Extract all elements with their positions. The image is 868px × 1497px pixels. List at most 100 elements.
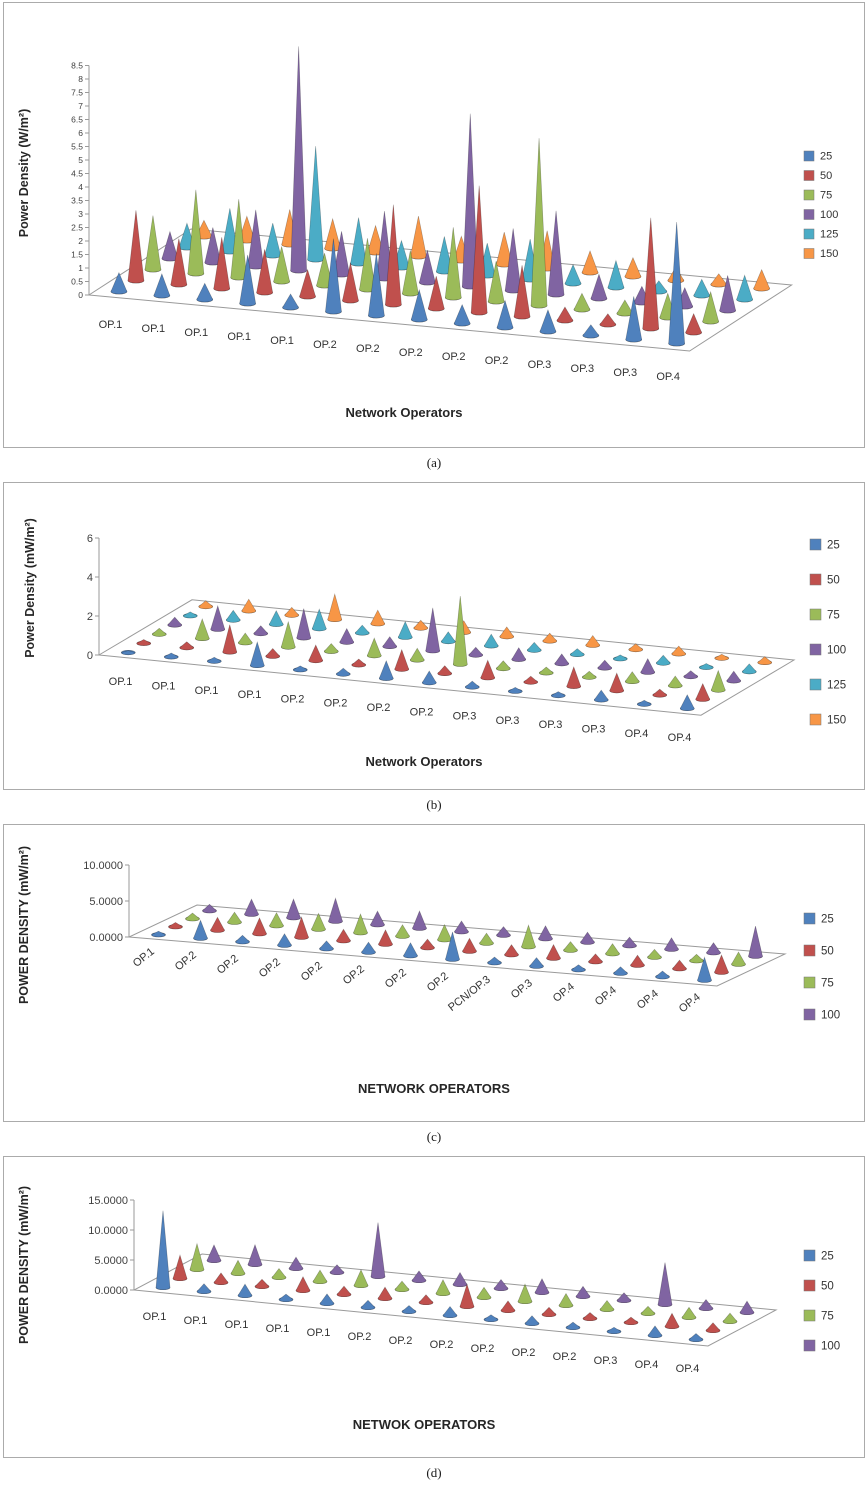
plot-floor bbox=[97, 599, 796, 716]
cone bbox=[353, 1269, 369, 1289]
legend-swatch bbox=[803, 1008, 816, 1021]
cone bbox=[640, 657, 656, 675]
cone bbox=[394, 648, 410, 672]
cone bbox=[616, 1292, 632, 1304]
category-label: OP.2 bbox=[442, 351, 466, 363]
cone bbox=[271, 1268, 287, 1281]
legend-swatch bbox=[809, 538, 822, 551]
legend-label: 75 bbox=[820, 190, 832, 202]
cone bbox=[599, 313, 617, 328]
cone bbox=[487, 956, 502, 966]
legend-label: 25 bbox=[827, 540, 840, 552]
cone bbox=[299, 268, 316, 300]
category-label: OP.1 bbox=[225, 1319, 249, 1331]
cone bbox=[599, 1300, 615, 1313]
legend-item: 75 bbox=[803, 1309, 834, 1323]
category-label: OP.1 bbox=[109, 676, 133, 688]
category-label: OP.3 bbox=[594, 1355, 618, 1367]
y-tick-label: 7 bbox=[78, 101, 83, 111]
cone bbox=[368, 253, 385, 319]
cone bbox=[193, 919, 208, 941]
cone bbox=[351, 658, 367, 668]
cone bbox=[170, 238, 188, 288]
cone bbox=[420, 938, 435, 951]
cone bbox=[370, 1222, 386, 1280]
cone bbox=[210, 916, 225, 933]
category-label: OP.1 bbox=[270, 335, 294, 347]
y-tick-label: 5.5 bbox=[71, 141, 83, 151]
y-tick-label: 2.5 bbox=[71, 222, 83, 232]
cone bbox=[253, 625, 269, 637]
plot-floor bbox=[132, 1253, 778, 1347]
cone bbox=[671, 645, 687, 657]
cone bbox=[189, 1242, 205, 1273]
cone bbox=[336, 928, 351, 944]
cone bbox=[564, 263, 582, 287]
category-label: OP.3 bbox=[582, 723, 606, 735]
cone bbox=[607, 259, 625, 291]
cone bbox=[483, 1314, 499, 1323]
cone bbox=[410, 288, 428, 323]
cone bbox=[698, 663, 714, 670]
category-label: OP.2 bbox=[410, 706, 434, 718]
cone bbox=[268, 610, 284, 627]
cone bbox=[308, 644, 324, 664]
cone bbox=[284, 606, 300, 618]
series-25 bbox=[120, 641, 695, 711]
cone bbox=[714, 653, 730, 661]
cone bbox=[538, 925, 553, 942]
y-tick-label: 7.5 bbox=[71, 87, 83, 97]
cone bbox=[311, 608, 327, 632]
legend-label: 100 bbox=[821, 1010, 840, 1022]
series-25 bbox=[110, 221, 685, 347]
cone bbox=[688, 1333, 704, 1343]
category-label: OP.2 bbox=[425, 970, 451, 994]
cone bbox=[412, 910, 427, 931]
category-label: OP.1 bbox=[266, 1323, 290, 1335]
cone bbox=[664, 937, 679, 952]
y-tick-label: 6 bbox=[78, 128, 83, 138]
cone bbox=[241, 598, 257, 614]
cone bbox=[202, 903, 217, 914]
cone bbox=[597, 659, 613, 671]
cone bbox=[256, 249, 273, 296]
legend-item: 125 bbox=[809, 678, 846, 692]
y-tick-label: 1.5 bbox=[71, 249, 83, 259]
cone bbox=[370, 910, 385, 928]
legend-label: 125 bbox=[827, 680, 846, 692]
category-label: OP.3 bbox=[571, 363, 595, 375]
cone bbox=[573, 292, 591, 313]
cone bbox=[319, 940, 334, 952]
legend-swatch bbox=[803, 944, 816, 957]
cone bbox=[685, 312, 702, 336]
cone bbox=[213, 237, 231, 292]
category-label: OP.1 bbox=[142, 323, 166, 335]
cone bbox=[672, 959, 687, 972]
category-label: OP.2 bbox=[341, 963, 367, 987]
cone bbox=[435, 1279, 451, 1297]
cone bbox=[582, 324, 600, 339]
legend-item: 50 bbox=[809, 573, 840, 587]
category-label: OP.1 bbox=[238, 689, 262, 701]
category-label: OP.3 bbox=[453, 711, 477, 723]
cone bbox=[736, 274, 753, 303]
cone bbox=[554, 653, 570, 667]
x-axis-title: NETWOK OPERATORS bbox=[353, 1417, 496, 1432]
y-tick-label: 0.5 bbox=[71, 276, 83, 286]
figure-a-panel: 0 0.5 1 1.5 2 2.5 3 3.5 4 4.5 5 5.5 6 6.5 7 7.5 8 8.5 OP.1… bbox=[3, 2, 865, 448]
figure-b-panel: 0 2 4 6 OP.1 OP.1 OP.1 OP.1 OP.2 OP.2 OP.2 OP.2 OP.3… bbox=[3, 482, 865, 790]
cone bbox=[288, 1256, 304, 1272]
y-tick-label: 3.5 bbox=[71, 195, 83, 205]
category-label: OP.2 bbox=[389, 1335, 413, 1347]
category-label: OP.4 bbox=[656, 371, 680, 383]
cone bbox=[440, 631, 456, 645]
y-tick-label: 2 bbox=[78, 236, 83, 246]
cone bbox=[227, 911, 242, 925]
cone bbox=[329, 1264, 345, 1276]
cone bbox=[613, 966, 628, 976]
y-axis-title: POWER DENSITY (mW/m²) bbox=[17, 1186, 31, 1344]
cone bbox=[269, 912, 284, 929]
cone bbox=[542, 632, 558, 644]
cone bbox=[185, 912, 200, 922]
